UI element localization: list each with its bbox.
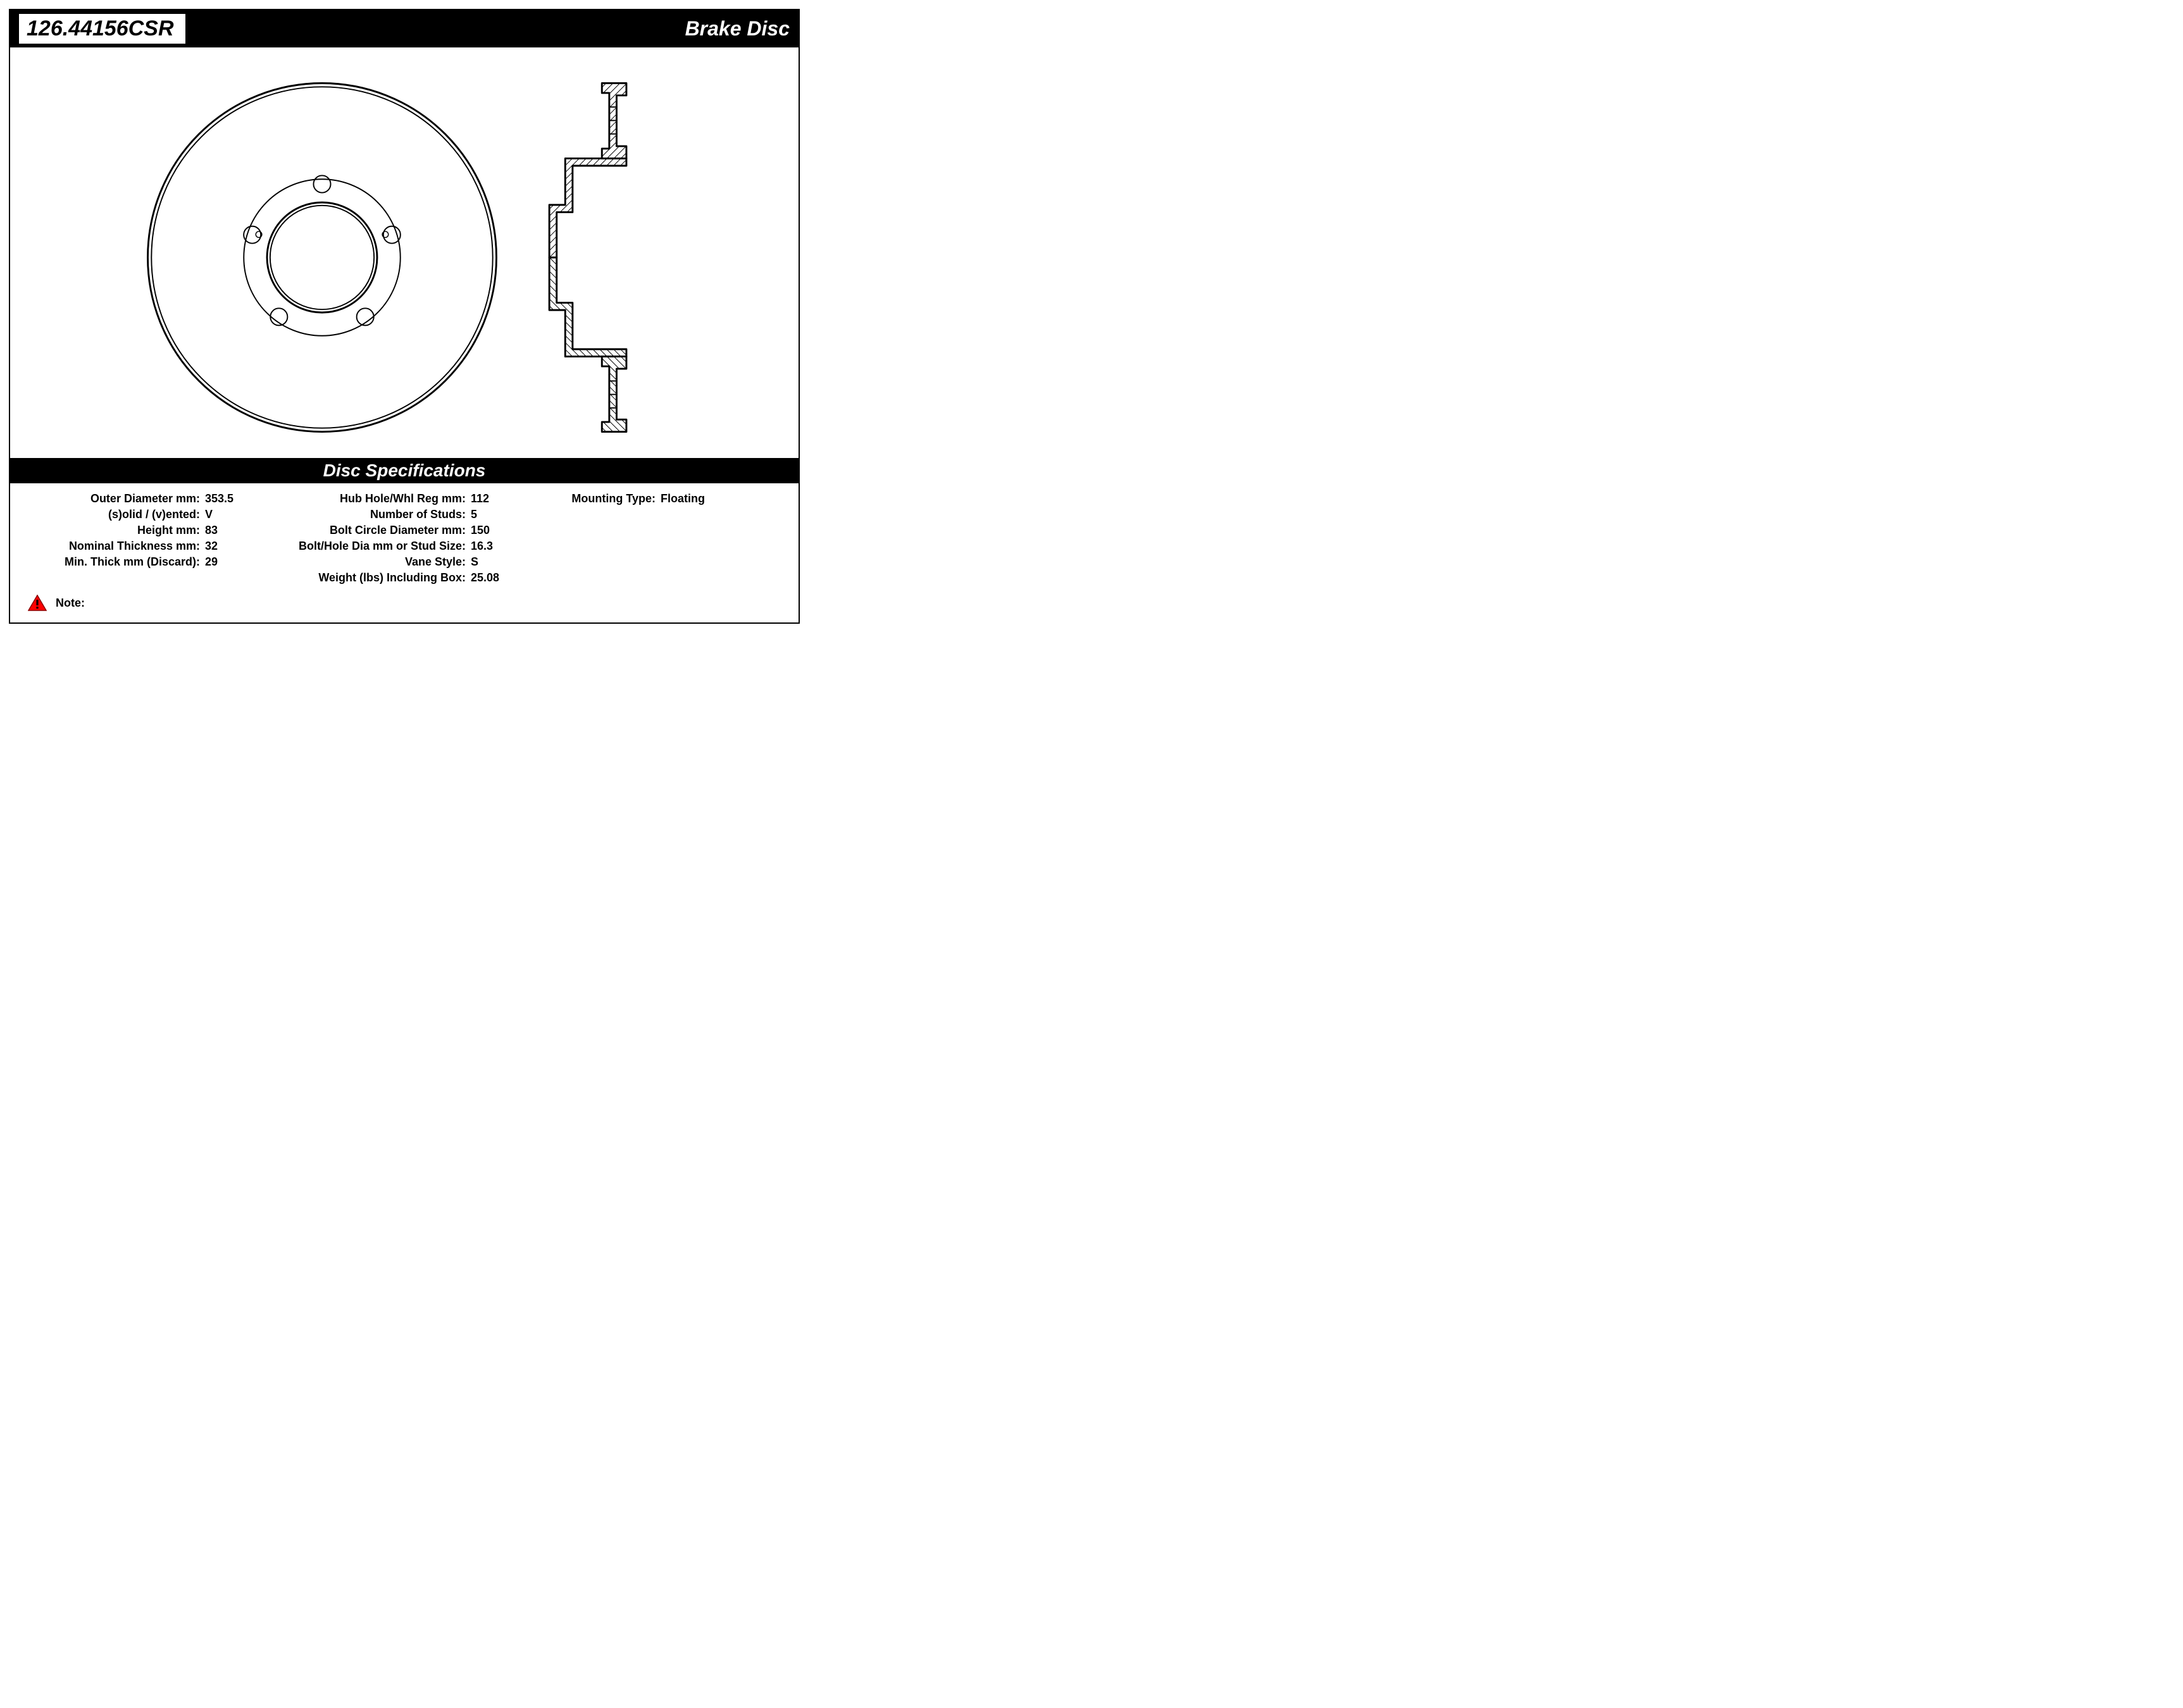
spec-value: 32 <box>205 540 256 553</box>
spec-value: Floating <box>661 492 724 505</box>
spec-sheet: 126.44156CSR Brake Disc Disc Specificati… <box>9 9 800 624</box>
warning-icon <box>28 595 47 611</box>
spec-label <box>28 571 205 585</box>
part-number: 126.44156CSR <box>19 14 185 44</box>
page-title: Brake Disc <box>685 17 790 40</box>
disc-side-section <box>544 74 670 441</box>
spec-value: 83 <box>205 524 256 537</box>
spec-value: 25.08 <box>471 571 521 585</box>
spec-title: Disc Specifications <box>323 461 486 480</box>
spec-value <box>661 524 724 537</box>
header-bar: 126.44156CSR Brake Disc <box>10 10 799 47</box>
spec-label: (s)olid / (v)ented: <box>28 508 205 521</box>
spec-value <box>661 555 724 569</box>
spec-title-bar: Disc Specifications <box>10 458 799 483</box>
spec-label: Height mm: <box>28 524 205 537</box>
spec-label: Hub Hole/Whl Reg mm: <box>256 492 471 505</box>
spec-label <box>521 508 661 521</box>
spec-label: Nominal Thickness mm: <box>28 540 205 553</box>
note-label: Note: <box>56 597 85 610</box>
drawing-area <box>10 47 799 458</box>
spec-value: S <box>471 555 521 569</box>
spec-label <box>521 555 661 569</box>
spec-label: Bolt/Hole Dia mm or Stud Size: <box>256 540 471 553</box>
spec-value: V <box>205 508 256 521</box>
spec-value: 5 <box>471 508 521 521</box>
spec-value <box>661 571 724 585</box>
spec-label <box>521 571 661 585</box>
spec-value: 29 <box>205 555 256 569</box>
spec-value: 353.5 <box>205 492 256 505</box>
spec-label: Vane Style: <box>256 555 471 569</box>
spec-value <box>661 540 724 553</box>
spec-label: Mounting Type: <box>521 492 661 505</box>
disc-front-view <box>139 74 506 441</box>
spec-label <box>521 524 661 537</box>
spec-table: Outer Diameter mm:353.5Hub Hole/Whl Reg … <box>10 483 799 588</box>
spec-label: Outer Diameter mm: <box>28 492 205 505</box>
spec-label: Weight (lbs) Including Box: <box>256 571 471 585</box>
spec-label <box>521 540 661 553</box>
spec-label: Bolt Circle Diameter mm: <box>256 524 471 537</box>
spec-value: 150 <box>471 524 521 537</box>
spec-value: 16.3 <box>471 540 521 553</box>
spec-label: Number of Studs: <box>256 508 471 521</box>
spec-value <box>661 508 724 521</box>
note-row: Note: <box>10 588 799 622</box>
spec-value: 112 <box>471 492 521 505</box>
spec-value <box>205 571 256 585</box>
spec-label: Min. Thick mm (Discard): <box>28 555 205 569</box>
